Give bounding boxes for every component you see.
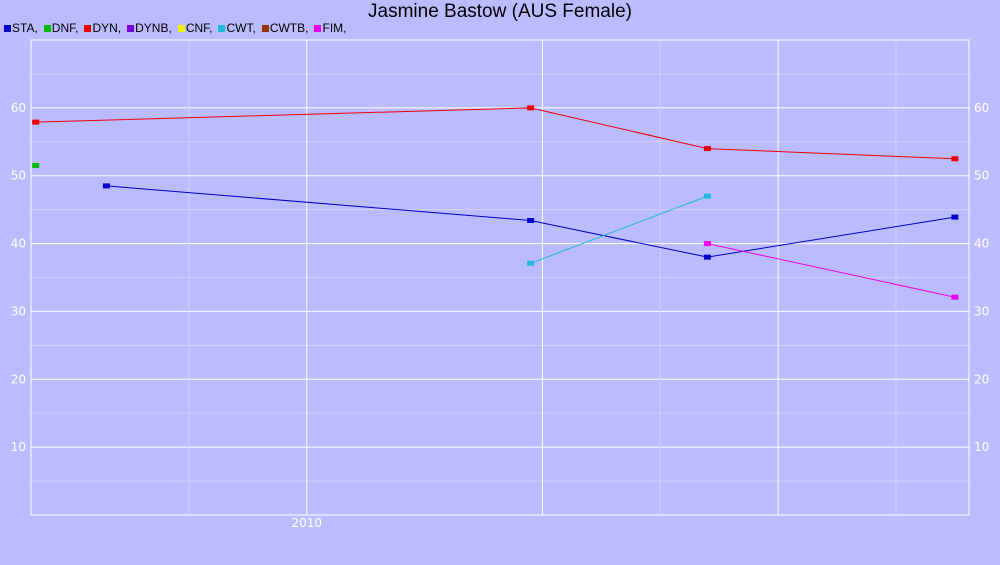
series-line-dyn: [35, 107, 955, 160]
legend-label-dynb: DYNB,: [135, 21, 172, 35]
series-line-sta: [106, 185, 955, 258]
data-point-dyn: [951, 156, 959, 162]
legend-swatch-dnf: [43, 24, 51, 32]
legend-label-cwt: CWT,: [226, 21, 256, 35]
data-point-fim: [951, 294, 959, 300]
legend-item-sta: STA,: [4, 21, 38, 35]
legend-label-dyn: DYN,: [92, 21, 122, 35]
y-tick-label-right: 40: [974, 237, 989, 251]
y-tick-label-left: 50: [11, 169, 26, 183]
y-tick-label-left: 20: [11, 372, 26, 386]
legend-item-cwt: CWT,: [218, 21, 256, 35]
data-point-sta: [703, 254, 711, 260]
legend-item-cnf: CNF,: [177, 21, 213, 35]
legend-label-cnf: CNF,: [185, 21, 213, 35]
legend-swatch-dyn: [84, 24, 92, 32]
chart-title: Jasmine Bastow (AUS Female): [368, 1, 632, 22]
data-point-fim: [703, 241, 711, 247]
legend-swatch-dynb: [127, 24, 135, 32]
data-point-dyn: [703, 146, 711, 152]
legend-label-sta: STA,: [12, 21, 38, 35]
y-tick-label-left: 60: [11, 101, 26, 115]
legend-item-fim: FIM,: [314, 21, 346, 35]
legend-label-dnf: DNF,: [51, 21, 79, 35]
data-point-dnf: [32, 163, 40, 169]
y-tick-label-right: 20: [974, 372, 989, 386]
y-tick-label-left: 10: [11, 440, 26, 454]
y-tick-label-left: 30: [11, 304, 26, 318]
y-tick-label-right: 30: [974, 304, 989, 318]
y-tick-label-right: 60: [974, 101, 989, 115]
series-line-fim: [707, 243, 956, 298]
y-tick-label-right: 50: [974, 169, 989, 183]
x-tick-label: 2010: [291, 516, 322, 530]
legend: STA, DNF, DYN, DYNB, CNF, CWT, CWTB, FIM,: [4, 21, 352, 35]
data-point-sta: [951, 214, 959, 220]
legend-swatch-cnf: [177, 24, 185, 32]
legend-swatch-fim: [314, 24, 322, 32]
y-tick-label-left: 40: [11, 237, 26, 251]
legend-item-dnf: DNF,: [43, 21, 79, 35]
legend-swatch-sta: [4, 24, 11, 32]
data-point-cwt: [703, 193, 711, 199]
series-line-cwt: [530, 195, 708, 264]
legend-item-dyn: DYN,: [84, 21, 121, 35]
legend-item-dynb: DYNB,: [127, 21, 172, 35]
y-tick-label-right: 10: [974, 440, 989, 454]
legend-label-fim: FIM,: [322, 21, 347, 35]
legend-label-cwtb: CWTB,: [269, 21, 309, 35]
data-point-sta: [102, 183, 110, 189]
data-point-cwt: [527, 260, 535, 266]
legend-swatch-cwtb: [261, 24, 269, 32]
data-point-sta: [527, 218, 535, 223]
data-point-dyn: [32, 119, 40, 125]
legend-swatch-cwt: [218, 24, 226, 32]
legend-item-cwtb: CWTB,: [261, 21, 309, 35]
data-point-dyn: [527, 105, 535, 111]
